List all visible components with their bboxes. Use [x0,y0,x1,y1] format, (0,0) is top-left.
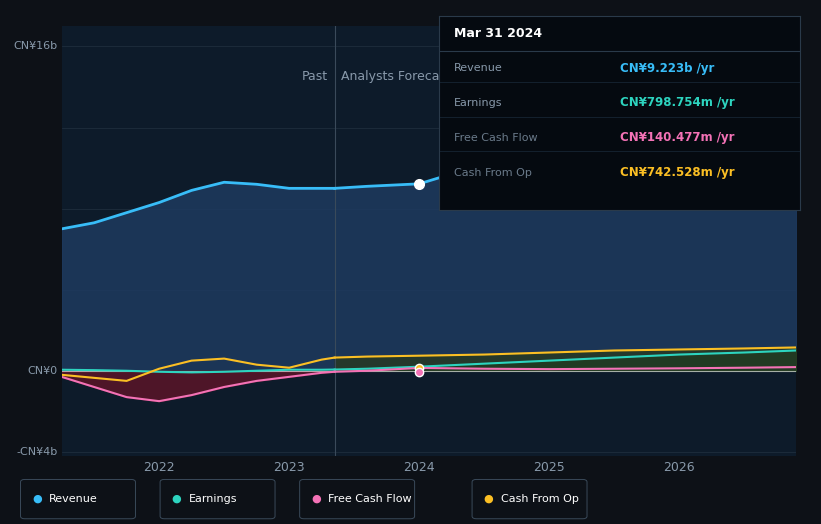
Text: ●: ● [172,494,181,504]
Text: Analysts Forecasts: Analysts Forecasts [342,70,457,83]
Text: Cash From Op: Cash From Op [501,494,579,504]
Text: CN¥9.223b /yr: CN¥9.223b /yr [620,61,714,74]
Text: Mar 31 2024: Mar 31 2024 [454,27,542,40]
Text: Free Cash Flow: Free Cash Flow [328,494,412,504]
Text: Earnings: Earnings [454,98,502,108]
Text: Revenue: Revenue [454,63,502,73]
Text: Revenue: Revenue [49,494,98,504]
Text: Earnings: Earnings [189,494,237,504]
Text: CN¥16b: CN¥16b [14,41,58,51]
Text: CN¥742.528m /yr: CN¥742.528m /yr [620,166,735,179]
Text: Cash From Op: Cash From Op [454,168,531,178]
Text: ●: ● [32,494,42,504]
Text: CN¥0: CN¥0 [28,366,58,376]
Text: ●: ● [311,494,321,504]
Text: Free Cash Flow: Free Cash Flow [454,133,537,143]
Text: ●: ● [484,494,493,504]
Text: -CN¥4b: -CN¥4b [16,447,58,457]
Text: CN¥798.754m /yr: CN¥798.754m /yr [620,96,735,110]
Text: CN¥140.477m /yr: CN¥140.477m /yr [620,132,734,145]
Text: Past: Past [302,70,328,83]
